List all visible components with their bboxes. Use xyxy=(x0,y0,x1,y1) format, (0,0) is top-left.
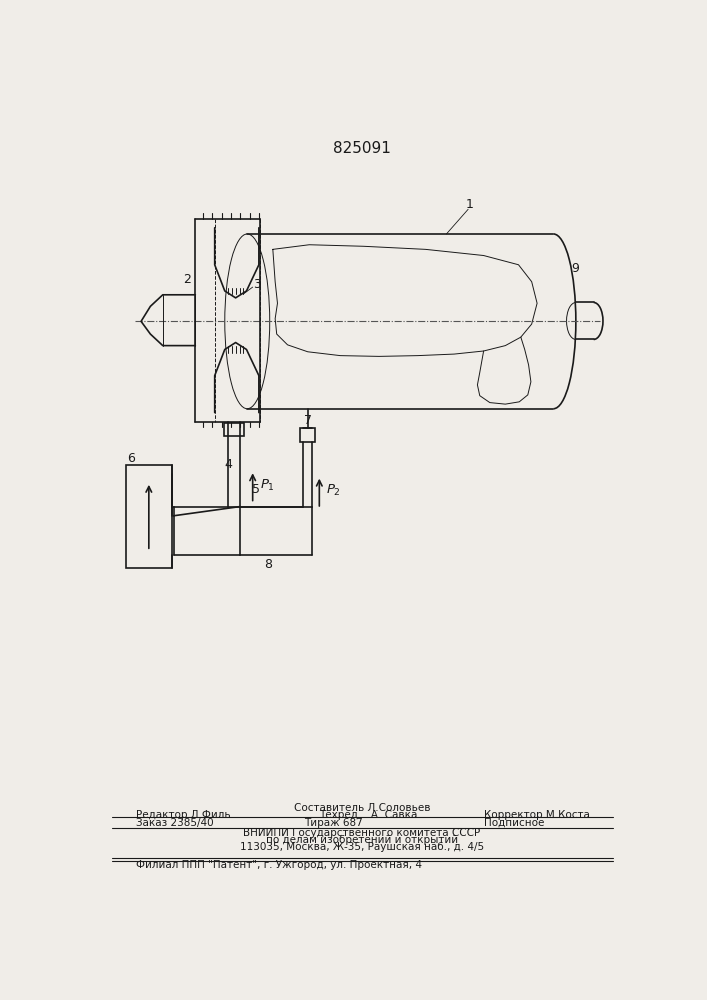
Text: 7: 7 xyxy=(304,414,312,427)
Text: 5: 5 xyxy=(252,483,259,496)
Text: 6: 6 xyxy=(127,452,135,465)
Text: по делам изобретений и открытий: по делам изобретений и открытий xyxy=(266,835,458,845)
Bar xyxy=(224,423,244,436)
Text: Корректор М.Коста: Корректор М.Коста xyxy=(484,810,590,820)
Text: 9: 9 xyxy=(571,262,579,275)
Text: 1: 1 xyxy=(466,198,474,211)
Text: 4: 4 xyxy=(224,458,232,471)
Text: 2: 2 xyxy=(183,273,191,286)
Text: 3: 3 xyxy=(253,278,262,291)
Text: $P_1$: $P_1$ xyxy=(259,477,274,493)
Text: Техред    А. Савка: Техред А. Савка xyxy=(320,810,418,820)
Text: Филиал ППП "Патент", г. Ужгород, ул. Проектная, 4: Филиал ППП "Патент", г. Ужгород, ул. Про… xyxy=(136,860,422,870)
Text: ВНИИПИ Государственного комитета СССР: ВНИИПИ Государственного комитета СССР xyxy=(243,828,481,838)
Text: Составитель Л.Соловьев: Составитель Л.Соловьев xyxy=(293,803,430,813)
Text: $P_2$: $P_2$ xyxy=(327,483,341,498)
Text: Тираж 687: Тираж 687 xyxy=(304,818,363,828)
Text: Заказ 2385/40: Заказ 2385/40 xyxy=(136,818,214,828)
Text: 8: 8 xyxy=(264,558,272,571)
Bar xyxy=(126,465,172,568)
Bar xyxy=(300,428,315,442)
Text: 113035, Москва, Ж-35, Раушская наб., д. 4/5: 113035, Москва, Ж-35, Раушская наб., д. … xyxy=(240,842,484,852)
Text: Подписное: Подписное xyxy=(484,818,544,828)
Text: 825091: 825091 xyxy=(333,141,391,156)
Text: Редактор Л.Филь: Редактор Л.Филь xyxy=(136,810,231,820)
